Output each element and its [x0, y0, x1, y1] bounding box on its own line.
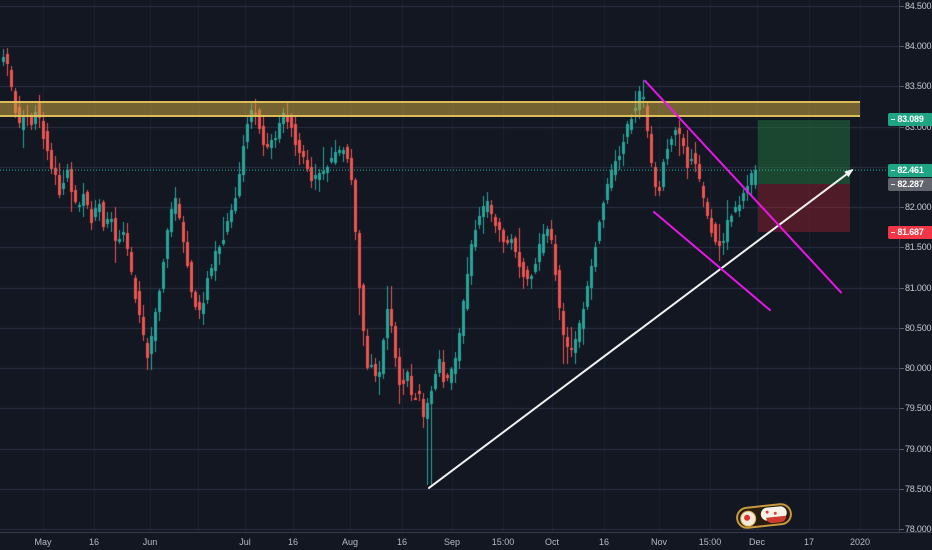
price-tick-82.000: 82.000 [900, 202, 932, 212]
stop-price-label[interactable]: 81.687 [888, 225, 932, 239]
price-tick-80.000: 80.000 [900, 363, 932, 373]
time-tick-Nov: Nov [650, 537, 668, 547]
time-tick-15:00: 15:00 [491, 537, 515, 547]
time-tick-Dec: Dec [748, 537, 766, 547]
time-tick-Oct: Oct [544, 537, 560, 547]
time-axis[interactable]: May 16 Jun Jul 16 Aug 16 Sep 15:00 Oct 16 Nov 15:00 D… [0, 532, 932, 550]
ascending-support-trendline[interactable] [428, 169, 853, 489]
price-tick-79.000: 79.000 [900, 444, 932, 454]
price-tick-79.500: 79.500 [900, 403, 932, 413]
time-tick-Jul: Jul [239, 537, 251, 547]
time-tick-15:00: 15:00 [698, 537, 722, 547]
price-tick-83.000: 83.000 [900, 122, 932, 132]
price-tick-80.500: 80.500 [900, 323, 932, 333]
time-tick-16: 16 [598, 537, 610, 547]
ascending-support-trendline-arrowhead [844, 168, 854, 178]
drawings-overlay [0, 79, 899, 489]
entry-price-label[interactable]: 82.287 [888, 177, 932, 191]
price-tick-78.000: 78.000 [900, 524, 932, 534]
target-price-label[interactable]: 83.089 [888, 113, 932, 127]
price-tick-84.000: 84.000 [900, 41, 932, 51]
price-tick-78.500: 78.500 [900, 484, 932, 494]
time-tick-2020: 2020 [849, 537, 871, 547]
current-price-label: 82.461 [888, 163, 932, 177]
long-position-target-box[interactable] [758, 119, 850, 185]
channel-upper-trendline[interactable] [644, 79, 842, 294]
candlestick-canvas[interactable] [0, 0, 899, 532]
price-tick-81.500: 81.500 [900, 242, 932, 252]
time-tick-Sep: Sep [443, 537, 461, 547]
channel-lower-trendline[interactable] [653, 210, 771, 312]
chart-plot-area[interactable] [0, 0, 899, 532]
time-tick-16: 16 [287, 537, 299, 547]
price-tick-84.500: 84.500 [900, 1, 932, 11]
time-tick-May: May [34, 537, 52, 547]
long-position-stop-box[interactable] [758, 184, 850, 233]
time-tick-Aug: Aug [341, 537, 359, 547]
price-axis[interactable]: 83.089 82.461 82.287 81.687 84.500 84.000… [888, 0, 932, 534]
time-tick-16: 16 [88, 537, 100, 547]
supply-zone-band[interactable] [0, 100, 860, 118]
time-tick-17: 17 [803, 537, 815, 547]
time-tick-Jun: Jun [142, 537, 158, 547]
time-tick-16: 16 [396, 537, 408, 547]
sushi-roll-icon [739, 509, 757, 528]
price-tick-83.500: 83.500 [900, 81, 932, 91]
red-crescent-shape [766, 515, 787, 524]
price-tick-81.000: 81.000 [900, 283, 932, 293]
